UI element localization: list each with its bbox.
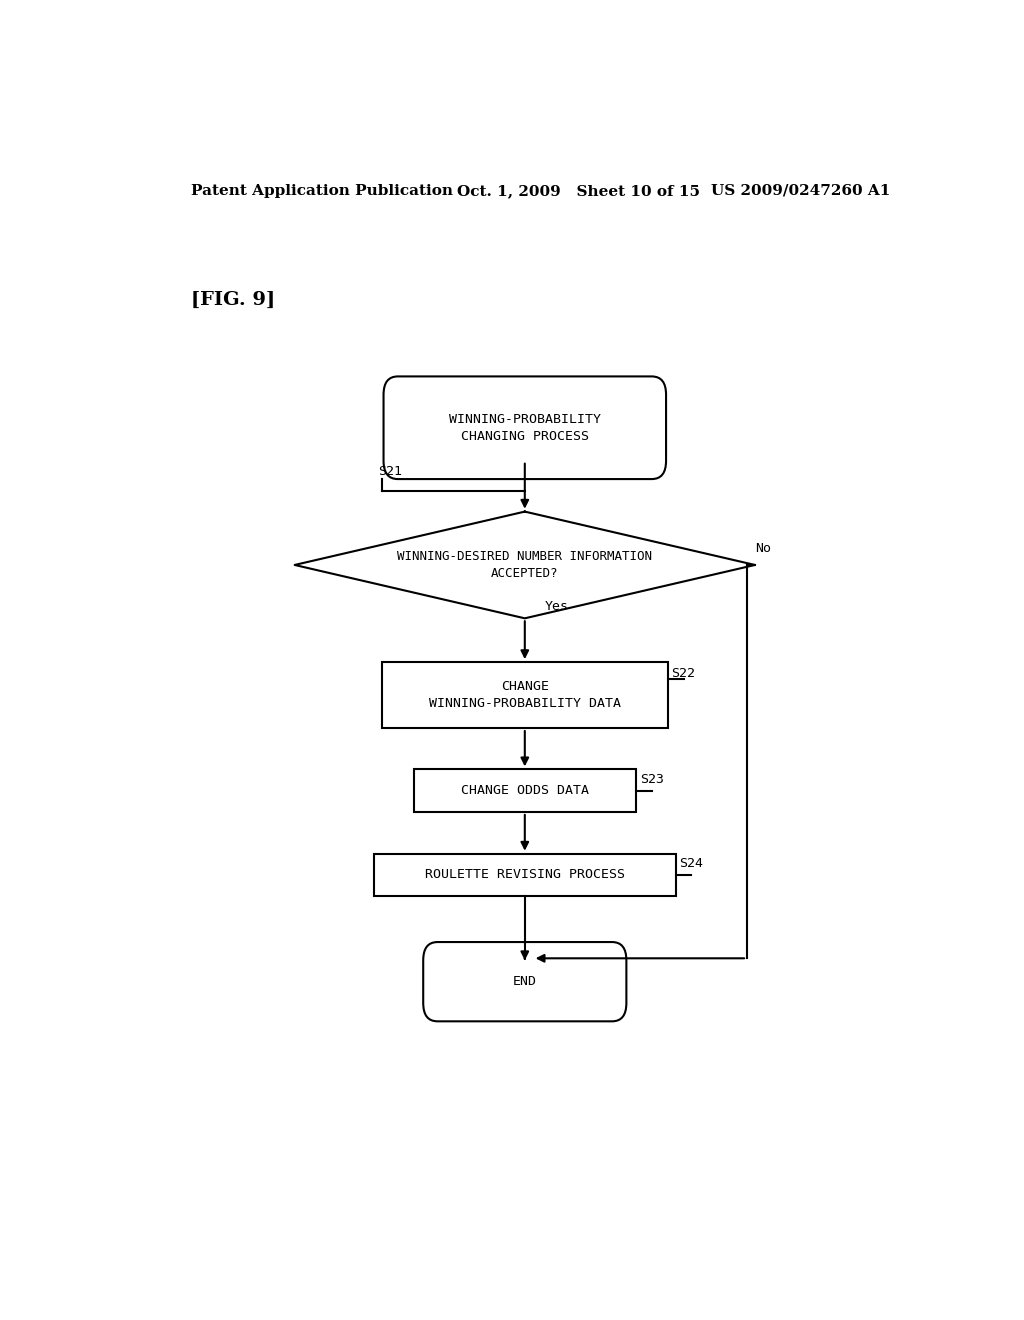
Text: S23: S23: [640, 772, 664, 785]
Text: US 2009/0247260 A1: US 2009/0247260 A1: [712, 183, 891, 198]
Bar: [374, 854, 676, 896]
Text: S22: S22: [672, 667, 695, 680]
Text: Yes: Yes: [545, 601, 568, 614]
Polygon shape: [295, 512, 755, 618]
Text: No: No: [755, 541, 771, 554]
FancyBboxPatch shape: [384, 376, 666, 479]
Text: Oct. 1, 2009   Sheet 10 of 15: Oct. 1, 2009 Sheet 10 of 15: [458, 183, 700, 198]
Bar: [414, 770, 636, 812]
Bar: [382, 663, 668, 729]
Text: WINNING-DESIRED NUMBER INFORMATION
ACCEPTED?: WINNING-DESIRED NUMBER INFORMATION ACCEP…: [397, 550, 652, 579]
Text: END: END: [513, 975, 537, 989]
Text: Patent Application Publication: Patent Application Publication: [191, 183, 454, 198]
Text: WINNING-PROBABILITY
CHANGING PROCESS: WINNING-PROBABILITY CHANGING PROCESS: [449, 413, 601, 442]
FancyBboxPatch shape: [423, 942, 627, 1022]
Text: CHANGE
WINNING-PROBABILITY DATA: CHANGE WINNING-PROBABILITY DATA: [429, 680, 621, 710]
Text: S21: S21: [378, 465, 402, 478]
Text: CHANGE ODDS DATA: CHANGE ODDS DATA: [461, 784, 589, 797]
Text: S24: S24: [680, 857, 703, 870]
Text: [FIG. 9]: [FIG. 9]: [191, 290, 275, 309]
Text: ROULETTE REVISING PROCESS: ROULETTE REVISING PROCESS: [425, 869, 625, 882]
